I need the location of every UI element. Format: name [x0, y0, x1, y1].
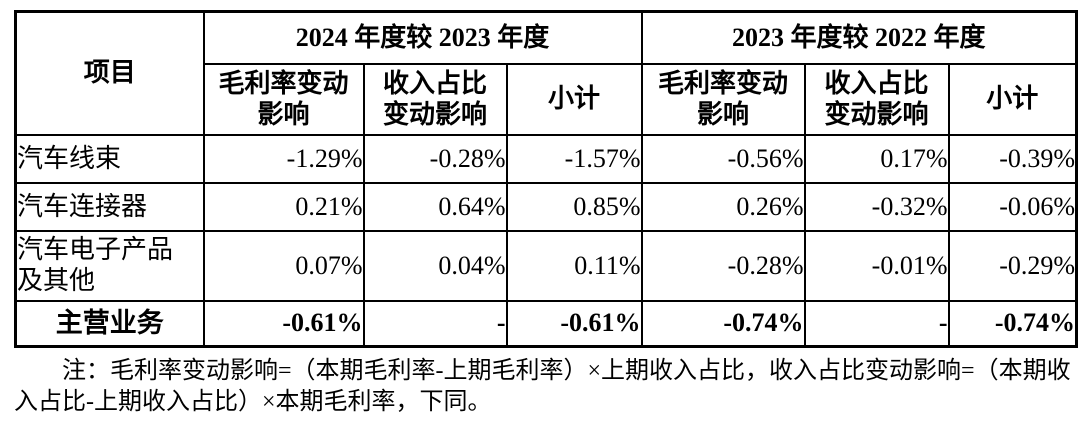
value-cell: -0.74%: [947, 300, 1078, 348]
value-cell: 0.17%: [803, 134, 950, 184]
period-group-header-2024-vs-2023: 2024 年度较 2023 年度: [202, 10, 643, 65]
value-cell: -0.28%: [362, 134, 508, 184]
value-cell: -0.61%: [202, 300, 365, 348]
value-cell: -0.06%: [947, 182, 1078, 232]
value-cell: 0.64%: [362, 182, 508, 232]
sub-header-revenue-share-change-2: 收入占比 变动影响: [803, 63, 950, 136]
table-row-electronics-and-others: 汽车电子产品 及其他 0.07% 0.04% 0.11% -0.28% -0.0…: [14, 230, 1078, 302]
value-cell: -0.29%: [947, 230, 1078, 302]
margin-impact-table: 项目 2024 年度较 2023 年度 2023 年度较 2022 年度 毛利率…: [14, 10, 1079, 348]
value-cell: 0.21%: [202, 182, 365, 232]
value-cell: 0.07%: [202, 230, 365, 302]
value-cell: -1.57%: [505, 134, 643, 184]
table-row-connectors: 汽车连接器 0.21% 0.64% 0.85% 0.26% -0.32% -0.…: [14, 182, 1078, 232]
table-row-wiring-harness: 汽车线束 -1.29% -0.28% -1.57% -0.56% 0.17% -…: [14, 134, 1078, 184]
header-row-periods: 项目 2024 年度较 2023 年度 2023 年度较 2022 年度: [14, 10, 1078, 136]
value-cell: -: [803, 300, 950, 348]
sub-header-subtotal-1: 小计: [505, 63, 643, 136]
value-cell: -1.29%: [202, 134, 365, 184]
value-cell: 0.85%: [505, 182, 643, 232]
row-label: 汽车电子产品 及其他: [14, 230, 205, 302]
footnote: 注：毛利率变动影响=（本期毛利率-上期毛利率）×上期收入占比，收入占比变动影响=…: [14, 358, 1071, 415]
value-cell: -0.32%: [803, 182, 950, 232]
sub-header-subtotal-2: 小计: [947, 63, 1078, 136]
item-column-header: 项目: [14, 10, 205, 136]
sub-header-revenue-share-change-1: 收入占比 变动影响: [362, 63, 508, 136]
period-group-header-2023-vs-2022: 2023 年度较 2022 年度: [640, 10, 1078, 65]
value-cell: -0.01%: [803, 230, 950, 302]
value-cell: 0.26%: [640, 182, 806, 232]
value-cell: 0.11%: [505, 230, 643, 302]
header-row-metrics: 毛利率变动 影响 收入占比 变动影响 小计 毛利率变动 影响 收入占比 变动影响…: [16, 63, 1078, 136]
value-cell: -0.39%: [947, 134, 1078, 184]
row-label: 汽车连接器: [14, 182, 205, 232]
value-cell: -0.74%: [640, 300, 806, 348]
value-cell: -0.56%: [640, 134, 806, 184]
sub-header-margin-change-2: 毛利率变动 影响: [640, 63, 806, 136]
value-cell: -: [362, 300, 508, 348]
row-label-total: 主营业务: [14, 300, 205, 348]
value-cell: 0.04%: [362, 230, 508, 302]
value-cell: -0.28%: [640, 230, 806, 302]
sub-header-margin-change-1: 毛利率变动 影响: [202, 63, 365, 136]
value-cell: -0.61%: [505, 300, 643, 348]
table-row-main-business-total: 主营业务 -0.61% - -0.61% -0.74% - -0.74%: [14, 300, 1078, 348]
row-label: 汽车线束: [14, 134, 205, 184]
